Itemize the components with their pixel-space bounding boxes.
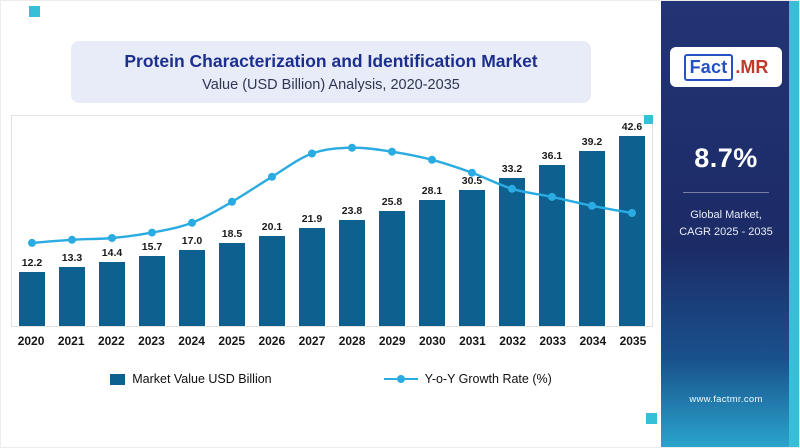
legend-item-line: Y-o-Y Growth Rate (%) [383, 372, 552, 386]
bar [219, 243, 245, 326]
sidebar-divider [683, 192, 769, 193]
x-axis-label: 2020 [17, 334, 45, 348]
x-axis-label: 2029 [378, 334, 406, 348]
x-axis-label: 2033 [539, 334, 567, 348]
bar [499, 177, 525, 326]
chart-header: Protein Characterization and Identificat… [71, 41, 591, 103]
legend: Market Value USD Billion Y-o-Y Growth Ra… [1, 372, 661, 386]
cagr-caption-line2: CAGR 2025 - 2035 [679, 226, 773, 239]
bar [459, 189, 485, 326]
cagr-caption: Global Market, CAGR 2025 - 2035 [661, 207, 791, 241]
x-axis-label: 2023 [138, 334, 165, 348]
x-axis-label: 2030 [418, 334, 446, 348]
right-edge-accent [789, 1, 799, 447]
bar-column: 42.6 [612, 116, 652, 326]
bar [379, 210, 405, 326]
logo-fact-text: Fact [683, 53, 734, 81]
bar-column: 39.2 [572, 116, 612, 326]
bar [539, 164, 565, 326]
bar-column: 12.2 [12, 116, 52, 326]
line-swatch-icon [383, 375, 418, 383]
x-axis: 2020 2021 2022 2023 2024 2025 2026 2027 2028 2029… [11, 334, 653, 348]
bar [99, 261, 125, 326]
bar-column: 36.1 [532, 116, 572, 326]
bar [139, 255, 165, 326]
x-axis-label: 2025 [218, 334, 246, 348]
corner-accent-bottom-right [646, 413, 657, 424]
bar-value-label: 15.7 [141, 240, 163, 253]
bar-value-label: 12.2 [21, 256, 43, 269]
bar-column: 30.5 [452, 116, 492, 326]
website-url: www.factmr.com [689, 394, 763, 405]
chart-plot-area: 12.2 13.3 14.4 15.7 17.0 18.5 20.1 21.9 23.8 25.8… [11, 115, 653, 327]
cagr-caption-line1: Global Market, [690, 209, 762, 221]
bar-value-label: 25.8 [381, 195, 403, 208]
bar-value-label: 30.5 [461, 174, 483, 187]
bar-column: 21.9 [292, 116, 332, 326]
bar-value-label: 17.0 [181, 235, 203, 248]
chart-title: Protein Characterization and Identificat… [124, 51, 538, 71]
x-axis-label: 2028 [338, 334, 366, 348]
bar-value-label: 18.5 [221, 228, 243, 241]
legend-bar-label: Market Value USD Billion [132, 372, 272, 386]
bar [419, 200, 445, 326]
cagr-value: 8.7% [694, 143, 758, 173]
x-axis-label: 2034 [579, 334, 607, 348]
x-axis-label: 2024 [178, 334, 205, 348]
bar-column: 18.5 [212, 116, 252, 326]
x-axis-label: 2032 [499, 334, 526, 348]
x-axis-label: 2031 [459, 334, 486, 348]
logo-mr-text: .MR [735, 56, 769, 77]
bar-column: 17.0 [172, 116, 212, 326]
x-axis-label: 2027 [298, 334, 326, 348]
bar-series: 12.2 13.3 14.4 15.7 17.0 18.5 20.1 21.9 23.8 25.8… [12, 116, 652, 326]
x-axis-label: 2035 [619, 334, 647, 348]
bar [579, 150, 605, 326]
x-axis-label: 2022 [97, 334, 125, 348]
bar-column: 14.4 [92, 116, 132, 326]
bar-column: 23.8 [332, 116, 372, 326]
bar-value-label: 39.2 [581, 135, 603, 148]
chart-panel: Protein Characterization and Identificat… [1, 1, 661, 447]
bar-column: 20.1 [252, 116, 292, 326]
plot-corner-accent [644, 115, 653, 124]
bar-value-label: 42.6 [621, 120, 643, 133]
x-axis-label: 2026 [258, 334, 286, 348]
bar-swatch-icon [110, 373, 126, 385]
chart-subtitle: Value (USD Billion) Analysis, 2020-2035 [202, 77, 460, 93]
bar-column: 28.1 [412, 116, 452, 326]
bar-column: 15.7 [132, 116, 172, 326]
factmr-logo: Fact .MR [670, 47, 782, 87]
bar-value-label: 13.3 [61, 251, 83, 264]
bar-column: 13.3 [52, 116, 92, 326]
x-axis-label: 2021 [57, 334, 85, 348]
bar [19, 271, 45, 326]
bar-value-label: 23.8 [341, 204, 363, 217]
corner-accent-top-left [29, 6, 40, 17]
bar-value-label: 28.1 [421, 185, 443, 198]
bar [59, 266, 85, 326]
bar [339, 219, 365, 326]
legend-line-label: Y-o-Y Growth Rate (%) [424, 372, 552, 386]
bar [179, 250, 205, 326]
bar-column: 33.2 [492, 116, 532, 326]
bar-column: 25.8 [372, 116, 412, 326]
brand-sidebar: Fact .MR 8.7% Global Market, CAGR 2025 -… [661, 1, 791, 447]
bar [619, 135, 645, 326]
bar-value-label: 20.1 [261, 221, 283, 234]
bar [299, 228, 325, 326]
bar-value-label: 14.4 [101, 246, 123, 259]
bar-value-label: 36.1 [541, 149, 563, 162]
bar-value-label: 21.9 [301, 213, 323, 226]
bar-value-label: 33.2 [501, 162, 523, 175]
legend-item-bar: Market Value USD Billion [110, 372, 272, 386]
bar [259, 236, 285, 326]
